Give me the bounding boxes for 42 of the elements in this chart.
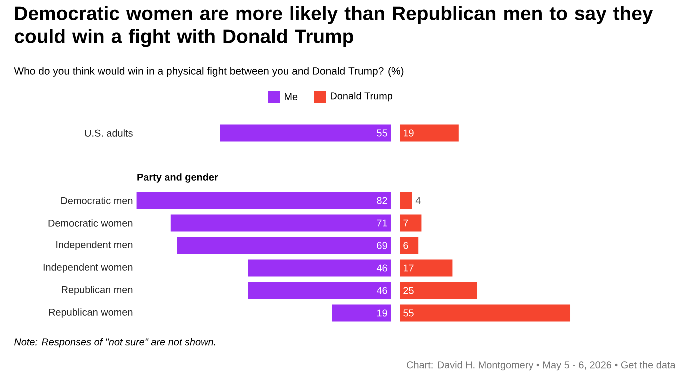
y-tick-label: Democratic women: [48, 220, 133, 227]
bar: [177, 237, 391, 254]
data-label: 17: [404, 264, 414, 272]
bar: [248, 282, 391, 300]
data-label: 19: [404, 130, 414, 137]
bar: [400, 124, 459, 142]
chart-subtitle: Who do you think would win in a physical fight between you and Donald Trump? (%): [14, 67, 404, 77]
data-label: 46: [376, 264, 388, 272]
bar: [400, 237, 419, 254]
chart-title: Democratic women are more likely than Republican men to say they could win a fight with Donald Trump: [14, 6, 654, 48]
bar: [400, 260, 453, 277]
y-tick-label: Democratic men: [62, 197, 133, 204]
bar: [220, 124, 391, 142]
legend-label: Donald Trump: [331, 92, 393, 102]
y-tick-label: U.S. adults: [85, 130, 133, 137]
data-label: 82: [377, 197, 388, 204]
legend-label: Me: [285, 94, 298, 100]
data-label: 25: [404, 287, 414, 294]
bar: [400, 304, 571, 322]
data-label: 6: [404, 242, 408, 250]
y-tick-label: Independent men: [56, 241, 133, 250]
text: Chart: David H. Montgomery • May 5 - 6, 2026 • Get the data: [407, 361, 676, 371]
data-label: 7: [404, 220, 408, 227]
text: Note: Responses of "not sure" are not shown.: [14, 338, 216, 348]
bar: [170, 214, 391, 232]
data-label: 55: [404, 310, 414, 317]
bar: [400, 192, 412, 210]
y-tick-label: Party and gender: [138, 174, 218, 183]
y-tick-label: Republican women: [49, 308, 133, 318]
bar: [136, 192, 391, 210]
data-label: 55: [377, 130, 388, 137]
data-label: 19: [377, 310, 388, 317]
bar: [332, 304, 391, 322]
data-label: 69: [377, 242, 388, 250]
bar: [248, 260, 391, 277]
data-label: 46: [376, 287, 388, 294]
data-label: 71: [377, 220, 388, 227]
data-label: 4: [416, 197, 421, 204]
bar: [400, 214, 422, 232]
y-tick-label: Republican men: [62, 286, 133, 296]
y-tick-label: Independent women: [44, 264, 133, 273]
bar: [400, 282, 478, 300]
